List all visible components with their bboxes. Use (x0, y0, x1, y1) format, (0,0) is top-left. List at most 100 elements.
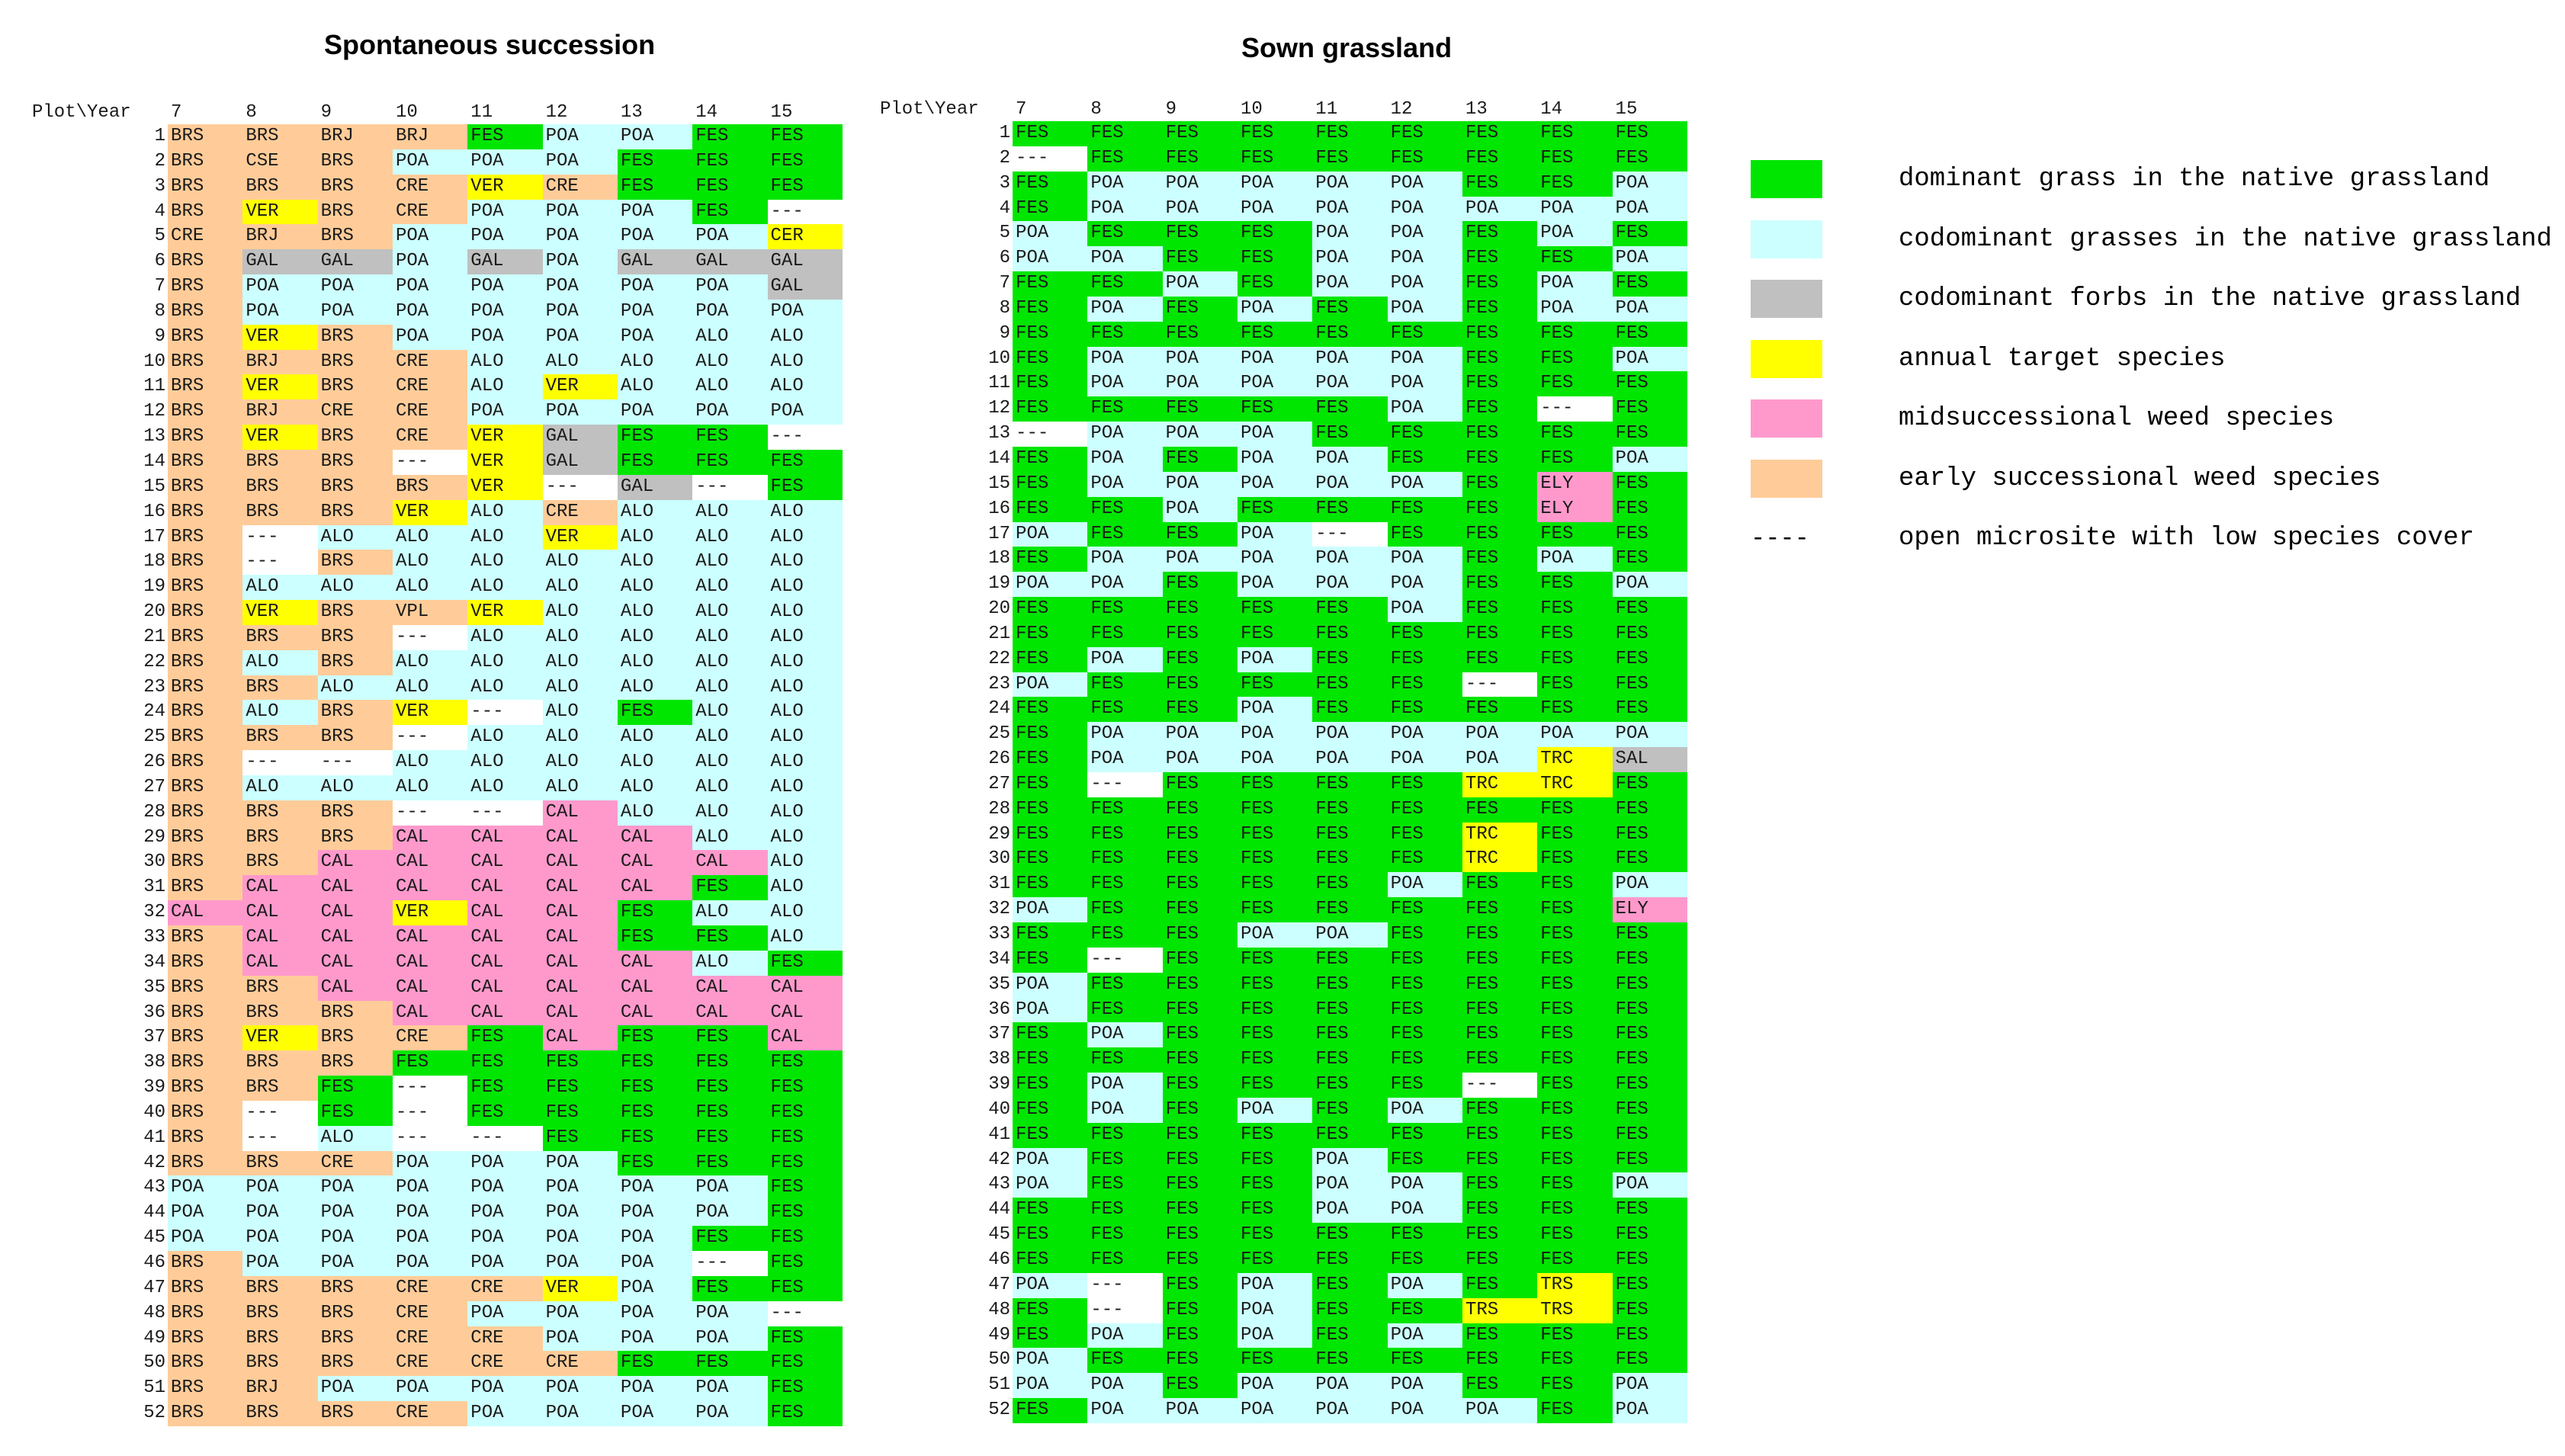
table-row: 31 FES FES FES FES FES POA FES FES POA (880, 872, 1687, 898)
species-cell: ALO (767, 700, 843, 726)
species-cell: FES (1387, 146, 1462, 172)
table-row: 32 POA FES FES FES FES FES FES FES ELY (880, 897, 1687, 922)
species-cell: ALO (467, 649, 543, 675)
species-cell: FES (467, 1076, 543, 1101)
species-cell: FES (692, 124, 768, 149)
species-cell: FES (1612, 997, 1687, 1023)
sown-grassland-table: Plot\Year 7 8 9 10 11 12 13 14 15 1 FES FES FES FES FE… (880, 98, 1687, 1423)
table-row: 45 POA POA POA POA POA POA POA FES FES (32, 1226, 843, 1251)
species-cell: FES (1537, 872, 1613, 898)
species-cell: FES (1162, 446, 1238, 472)
species-cell: BRS (168, 649, 243, 675)
species-cell: POA (1087, 446, 1163, 472)
species-cell: BRS (168, 174, 243, 200)
species-cell: FES (1462, 446, 1538, 472)
year-header: 12 (542, 101, 618, 124)
species-cell: POA (1087, 1022, 1163, 1048)
plot-number: 42 (880, 1147, 1013, 1173)
species-cell: POA (542, 1401, 618, 1426)
species-cell: FES (1237, 1348, 1313, 1374)
species-cell: POA (1237, 446, 1313, 472)
species-cell: POA (692, 1201, 768, 1227)
species-cell: POA (1387, 1323, 1462, 1349)
species-cell: FES (1013, 121, 1088, 146)
species-cell: CAL (542, 850, 618, 876)
plot-number: 33 (32, 925, 169, 951)
species-cell: FES (1237, 321, 1313, 347)
species-cell: FES (1387, 621, 1462, 647)
species-cell: ALO (542, 675, 618, 701)
species-cell: FES (617, 700, 693, 726)
species-cell: ALO (542, 700, 618, 726)
table-row: 6 POA POA FES FES POA POA FES FES POA (880, 246, 1687, 272)
species-cell: --- (242, 750, 318, 775)
species-cell: FES (467, 124, 543, 149)
species-cell: BRS (317, 449, 393, 475)
species-cell: ALO (467, 725, 543, 751)
species-cell: POA (1162, 1398, 1238, 1423)
species-cell: FES (1312, 1272, 1388, 1298)
table-row: 24 FES FES FES POA FES FES FES FES FES (880, 697, 1687, 723)
table-row: 37 FES POA FES FES FES FES FES FES FES (880, 1022, 1687, 1048)
plot-number: 48 (880, 1297, 1013, 1323)
species-cell: ALO (542, 725, 618, 751)
species-cell: FES (1237, 872, 1313, 898)
species-cell: GAL (542, 449, 618, 475)
species-cell: FES (1162, 822, 1238, 848)
species-cell: BRS (168, 425, 243, 450)
species-cell: FES (1612, 1147, 1687, 1173)
table-row: 2 BRS CSE BRS POA POA POA FES FES FES (32, 149, 843, 175)
species-cell: ALO (392, 524, 468, 550)
species-cell: FES (1312, 1348, 1388, 1374)
species-cell: FES (767, 1376, 843, 1402)
table-row: 47 BRS BRS BRS CRE CRE VER POA FES FES (32, 1275, 843, 1301)
species-cell: FES (1537, 597, 1613, 622)
species-cell: POA (767, 399, 843, 425)
species-cell: ELY (1537, 496, 1613, 522)
species-cell: FES (767, 149, 843, 175)
table-row: 1 FES FES FES FES FES FES FES FES FES (880, 121, 1687, 146)
species-cell: POA (392, 1175, 468, 1201)
species-cell: FES (1312, 847, 1388, 873)
species-cell: FES (1462, 872, 1538, 898)
plot-number: 13 (880, 422, 1013, 447)
species-cell: POA (1237, 422, 1313, 447)
species-cell: FES (1537, 1323, 1613, 1349)
table-row: 42 BRS BRS CRE POA POA POA FES FES FES (32, 1150, 843, 1176)
species-cell: POA (1237, 196, 1313, 222)
species-cell: POA (1312, 346, 1388, 372)
species-cell: FES (1312, 1122, 1388, 1148)
species-cell: FES (1387, 1348, 1462, 1374)
species-cell: FES (542, 1125, 618, 1151)
species-cell: GAL (617, 249, 693, 275)
species-cell: ALO (692, 700, 768, 726)
species-cell: ALO (467, 550, 543, 576)
species-cell: FES (617, 1150, 693, 1176)
species-cell: FES (1237, 822, 1313, 848)
species-cell: FES (1162, 922, 1238, 948)
species-cell: POA (1312, 747, 1388, 772)
species-cell: POA (542, 1376, 618, 1402)
legend-item: dominant grass in the native grassland (1751, 149, 2552, 210)
species-cell: POA (1612, 1398, 1687, 1423)
species-cell: VER (392, 499, 468, 525)
plot-number: 25 (880, 722, 1013, 748)
species-cell: BRS (168, 124, 243, 149)
species-cell: ALO (467, 775, 543, 800)
plot-number: 46 (880, 1247, 1013, 1273)
species-cell: POA (1013, 246, 1088, 272)
table-row: 41 FES FES FES FES FES FES FES FES FES (880, 1122, 1687, 1148)
plot-number: 9 (32, 324, 169, 350)
species-cell: FES (692, 1351, 768, 1377)
species-cell: FES (692, 1125, 768, 1151)
species-cell: BRS (242, 1150, 318, 1176)
species-cell: FES (1087, 697, 1163, 723)
year-header: 9 (317, 101, 393, 124)
plot-number: 21 (32, 624, 169, 650)
species-cell: POA (317, 1175, 393, 1201)
species-cell: CAL (242, 950, 318, 976)
species-cell: POA (392, 249, 468, 275)
species-cell: POA (1087, 422, 1163, 447)
species-cell: POA (542, 1201, 618, 1227)
species-cell: FES (1013, 547, 1088, 572)
